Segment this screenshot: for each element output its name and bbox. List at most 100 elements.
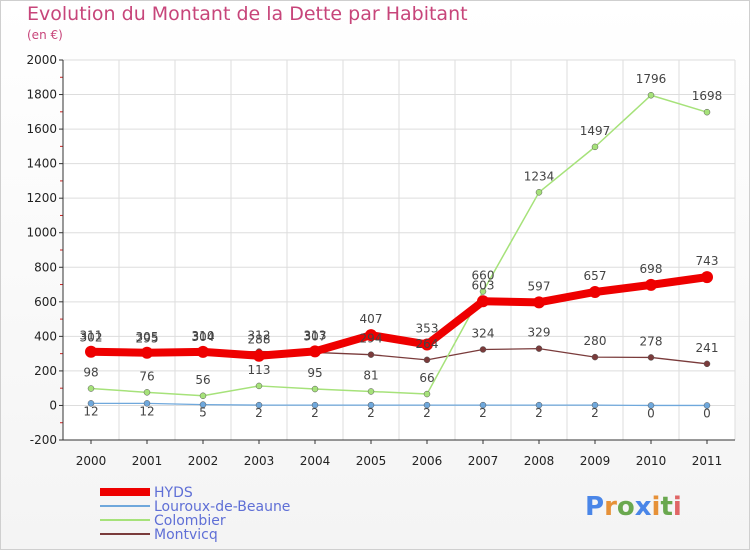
x-tick-label: 2005 [356, 454, 387, 468]
data-point [701, 271, 713, 284]
data-point [255, 382, 263, 390]
data-label: 288 [248, 333, 271, 347]
data-point [479, 401, 487, 409]
data-label: 2 [479, 406, 487, 420]
y-tick-label: 200 [34, 364, 57, 378]
data-label: 603 [472, 278, 495, 292]
series-line-colombier [90, 94, 708, 397]
data-label: 12 [139, 404, 154, 418]
x-tick-label: 2002 [188, 454, 219, 468]
chart-title: Evolution du Montant de la Dette par Hab… [27, 3, 468, 25]
x-tick-label: 2003 [244, 454, 275, 468]
data-point [591, 143, 599, 151]
logo-letter: t [660, 492, 672, 522]
data-label: 0 [703, 406, 711, 420]
data-label: 329 [528, 326, 551, 340]
data-label: 313 [304, 328, 327, 342]
data-point [143, 400, 151, 407]
data-label: 241 [696, 341, 719, 355]
data-point [423, 401, 431, 409]
y-tick-label: 1000 [26, 226, 57, 240]
grid-lines [62, 59, 736, 441]
logo-letter: P [585, 492, 604, 522]
data-point [535, 345, 543, 352]
data-label: 311 [80, 329, 103, 343]
x-tick-label: 2010 [636, 454, 667, 468]
data-point [647, 91, 655, 99]
legend-label: Montvicq [154, 527, 218, 543]
axes: -200020040060080010001200140016001800200… [26, 53, 735, 468]
data-point [591, 353, 599, 361]
data-label: 66 [419, 371, 434, 385]
data-point [87, 385, 95, 392]
legend-label: Colombier [154, 513, 226, 529]
y-tick-label: 600 [34, 295, 57, 309]
data-label: 2 [535, 406, 543, 420]
data-label: 698 [640, 262, 663, 276]
data-point [197, 345, 209, 358]
data-point [591, 401, 599, 409]
data-label: 295 [136, 332, 159, 346]
data-label: 305 [136, 330, 159, 344]
proxiti-logo: Proxiti [585, 492, 682, 522]
data-point [535, 401, 543, 409]
data-label: 98 [83, 366, 98, 380]
x-tick-label: 2000 [76, 454, 107, 468]
data-label: 5 [199, 406, 207, 420]
data-label: 743 [696, 254, 719, 268]
y-tick-label: -200 [30, 433, 57, 447]
data-label: 81 [363, 368, 378, 382]
series-line-louroux-de-beaune [91, 402, 707, 407]
data-point [309, 345, 321, 358]
data-point [479, 288, 487, 295]
data-label: 2 [367, 406, 375, 420]
data-label: 1234 [524, 169, 555, 183]
data-point [87, 400, 95, 407]
x-tick-label: 2001 [132, 454, 163, 468]
data-label: 407 [360, 312, 383, 326]
data-label: 310 [192, 329, 215, 343]
data-point [311, 385, 319, 393]
data-point [423, 356, 431, 364]
data-point [143, 389, 151, 396]
data-point [311, 401, 319, 409]
data-label: 278 [640, 334, 663, 348]
x-tick-label: 2004 [300, 454, 331, 468]
data-label: 1796 [636, 72, 667, 86]
logo-letter: x [635, 492, 652, 522]
y-tick-label: 1800 [26, 88, 57, 102]
data-point [703, 402, 711, 409]
data-label: 660 [472, 268, 495, 282]
data-label: 657 [584, 269, 607, 283]
logo-letter: o [617, 492, 635, 522]
data-point [647, 354, 655, 361]
y-tick-label: 2000 [26, 53, 57, 67]
data-label: 324 [472, 326, 495, 340]
y-tick-label: 1400 [26, 157, 57, 171]
data-label: 56 [195, 373, 210, 387]
data-label: 2 [311, 406, 319, 420]
y-tick-label: 0 [49, 398, 57, 412]
data-label: 304 [192, 330, 215, 344]
data-point [477, 295, 489, 308]
legend-label: HYDS [154, 485, 193, 501]
data-label: 597 [528, 279, 551, 293]
data-label: 1698 [692, 89, 723, 103]
y-tick-label: 400 [34, 329, 57, 343]
data-point [141, 346, 153, 359]
data-point [367, 401, 375, 409]
logo-letter: i [673, 492, 682, 522]
data-label: 113 [248, 363, 271, 377]
data-label: 294 [360, 332, 383, 346]
data-label: 2 [423, 406, 431, 420]
y-tick-label: 1200 [26, 191, 57, 205]
data-point [479, 346, 487, 353]
data-point [199, 401, 207, 408]
data-label: 302 [80, 330, 103, 344]
logo-letter: r [604, 492, 617, 522]
data-point [367, 351, 375, 358]
series-lines [85, 91, 713, 409]
chart-subtitle: (en €) [27, 28, 63, 42]
x-tick-label: 2006 [412, 454, 443, 468]
